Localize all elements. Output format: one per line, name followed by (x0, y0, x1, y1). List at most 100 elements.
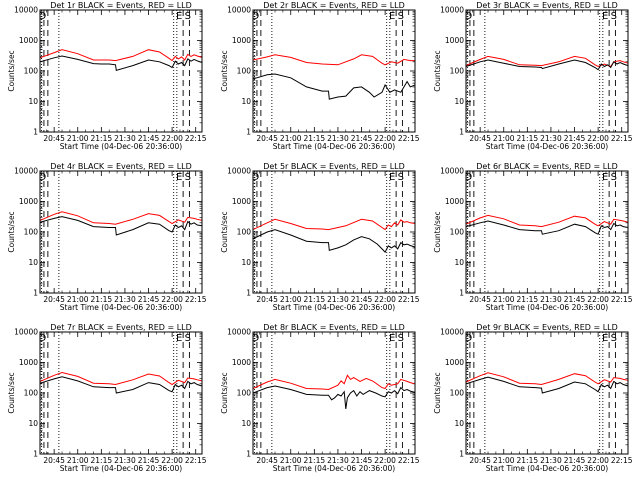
x-tick-label: 22:00 (374, 295, 396, 304)
x-tick-label: 21:00 (493, 134, 515, 143)
x-axis-label: Start Time (04-Dec-06 20:36:00) (486, 303, 608, 312)
y-axis-label: Counts/sec (433, 211, 442, 252)
marker-label: E (602, 172, 608, 183)
x-tick-label: 21:30 (540, 295, 562, 304)
x-tick-label: 20:45 (43, 295, 65, 304)
panel-title: Det 9r BLACK = Events, RED = LLD (476, 323, 618, 332)
x-tick-label: 20:45 (469, 295, 491, 304)
x-tick-label: 21:45 (564, 456, 586, 465)
y-axis-label: Counts/sec (433, 50, 442, 91)
x-tick-label: 22:00 (587, 295, 609, 304)
y-tick-label: 1000 (19, 197, 38, 206)
y-axis-label: Counts/sec (7, 211, 16, 252)
x-tick-label: 21:30 (114, 295, 136, 304)
x-axis-label: Start Time (04-Dec-06 20:36:00) (60, 464, 182, 473)
marker-label: D (252, 172, 260, 183)
y-tick-label: 1000 (232, 197, 251, 206)
x-tick-label: 22:00 (374, 456, 396, 465)
plot-frame (39, 331, 203, 455)
x-tick-label: 22:00 (587, 134, 609, 143)
y-tick-label: 100 (237, 228, 252, 237)
x-tick-label: 22:00 (161, 295, 183, 304)
marker-label: E (176, 172, 182, 183)
marker-label: D (252, 333, 260, 344)
x-tick-label: 21:45 (564, 134, 586, 143)
x-tick-label: 22:00 (161, 134, 183, 143)
panel-title: Det 8r BLACK = Events, RED = LLD (263, 323, 405, 332)
y-axis-label: Counts/sec (7, 372, 16, 413)
x-tick-label: 22:15 (185, 456, 207, 465)
x-axis-label: Start Time (04-Dec-06 20:36:00) (486, 142, 608, 151)
y-tick-label: 10000 (14, 328, 38, 337)
x-tick-label: 21:45 (351, 456, 373, 465)
x-tick-label: 20:45 (256, 295, 278, 304)
y-tick-label: 10000 (14, 167, 38, 176)
y-tick-label: 10000 (440, 167, 464, 176)
marker-label: S (398, 333, 404, 344)
y-tick-label: 1000 (445, 36, 464, 45)
plot-frame (252, 170, 416, 294)
y-axis-label: Counts/sec (220, 211, 229, 252)
x-tick-label: 21:30 (327, 295, 349, 304)
y-tick-label: 10 (28, 97, 38, 106)
x-tick-label: 21:00 (493, 295, 515, 304)
x-tick-label: 21:30 (540, 134, 562, 143)
events-series-line (465, 376, 629, 394)
x-tick-label: 22:15 (611, 134, 633, 143)
x-tick-label: 22:00 (161, 456, 183, 465)
marker-label: D (39, 11, 47, 22)
events-series-line (39, 216, 203, 236)
marker-label: E (602, 11, 608, 22)
plot-frame (465, 170, 629, 294)
x-tick-label: 21:30 (114, 134, 136, 143)
y-tick-label: 10000 (14, 6, 38, 15)
y-tick-label: 1 (246, 450, 251, 459)
x-tick-label: 22:15 (398, 456, 420, 465)
x-tick-label: 21:15 (91, 456, 113, 465)
x-tick-label: 21:00 (280, 456, 302, 465)
x-tick-label: 20:45 (43, 134, 65, 143)
y-tick-label: 1000 (445, 197, 464, 206)
x-tick-label: 22:00 (374, 134, 396, 143)
y-tick-label: 1000 (19, 36, 38, 45)
y-tick-label: 1 (33, 289, 38, 298)
x-tick-label: 21:45 (351, 295, 373, 304)
y-tick-label: 100 (450, 67, 465, 76)
panel-2: Det 2r BLACK = Events, RED = LLD 1 10 100 10… (220, 1, 420, 151)
plot-frame (39, 170, 203, 294)
marker-label: S (185, 333, 191, 344)
marker-label: D (465, 11, 473, 22)
x-tick-label: 21:30 (327, 134, 349, 143)
events-series-line (465, 220, 629, 235)
x-tick-label: 21:30 (327, 456, 349, 465)
panel-title: Det 4r BLACK = Events, RED = LLD (50, 162, 192, 171)
x-tick-label: 20:45 (256, 456, 278, 465)
y-tick-label: 100 (237, 389, 252, 398)
plot-frame (252, 9, 416, 133)
x-tick-label: 22:15 (398, 134, 420, 143)
marker-label: S (398, 172, 404, 183)
y-tick-label: 100 (237, 67, 252, 76)
y-tick-label: 10 (241, 419, 251, 428)
x-tick-label: 21:45 (138, 456, 160, 465)
marker-label: D (465, 333, 473, 344)
x-tick-label: 20:45 (469, 456, 491, 465)
y-tick-label: 10000 (227, 6, 251, 15)
panel-8: Det 8r BLACK = Events, RED = LLD 1 10 100 10… (220, 323, 420, 473)
x-tick-label: 22:15 (611, 456, 633, 465)
y-axis-label: Counts/sec (433, 372, 442, 413)
lld-series-line (465, 214, 629, 228)
marker-label: S (611, 333, 617, 344)
panel-title: Det 6r BLACK = Events, RED = LLD (476, 162, 618, 171)
x-tick-label: 21:15 (517, 456, 539, 465)
y-tick-label: 1 (459, 289, 464, 298)
x-tick-label: 21:00 (280, 134, 302, 143)
y-tick-label: 1 (246, 128, 251, 137)
x-tick-label: 21:00 (67, 456, 89, 465)
lld-series-line (39, 371, 203, 386)
x-tick-label: 21:00 (67, 134, 89, 143)
y-tick-label: 100 (24, 228, 39, 237)
panel-title: Det 3r BLACK = Events, RED = LLD (476, 1, 618, 10)
plot-frame (252, 331, 416, 455)
events-series-line (39, 376, 203, 394)
